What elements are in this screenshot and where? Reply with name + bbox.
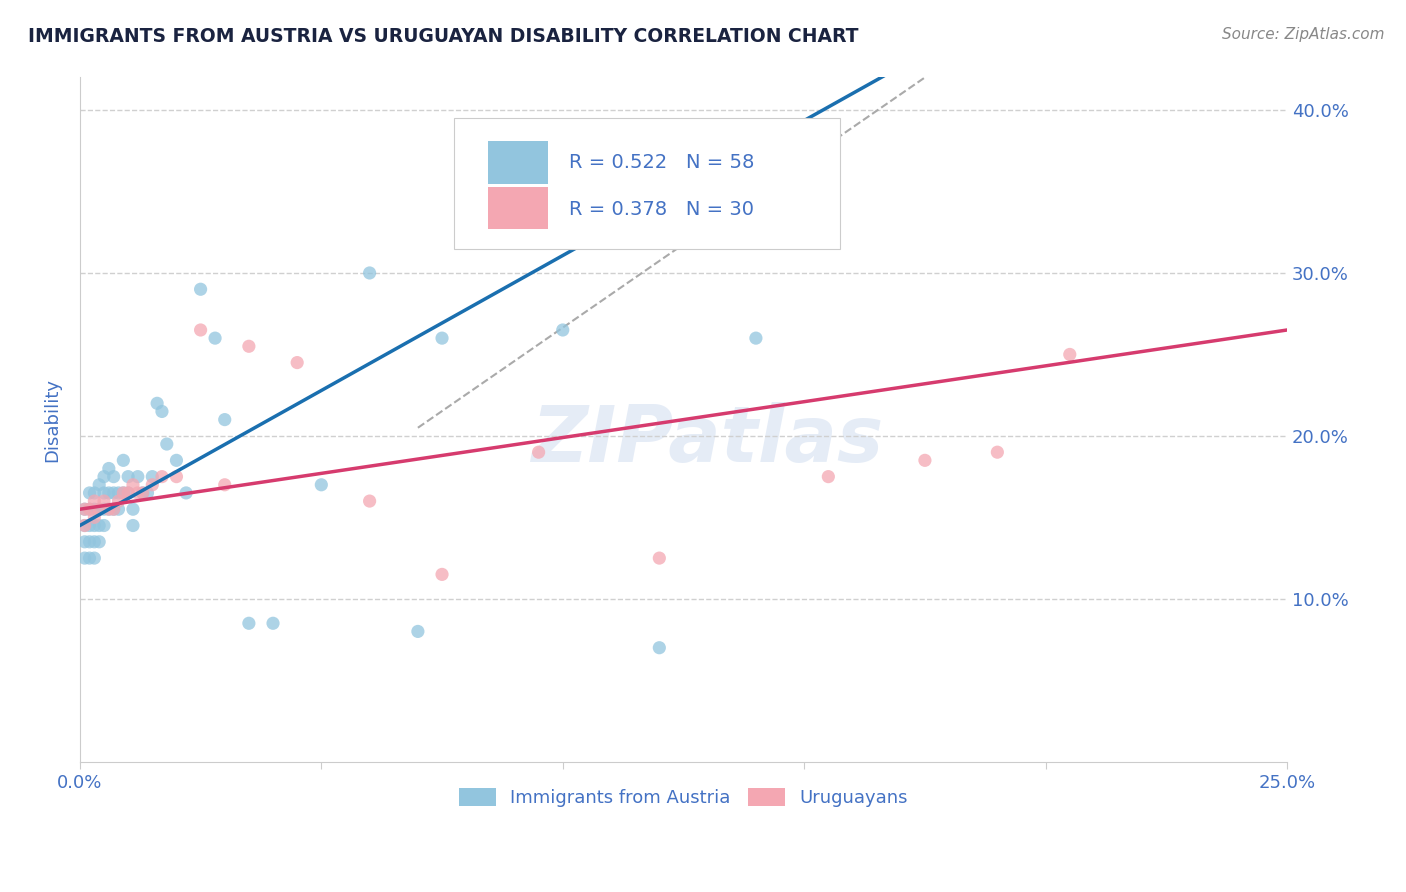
Point: [73, 551, 96, 566]
Point: [93, 469, 115, 483]
Point: [127, 469, 149, 483]
Legend: Immigrants from Austria, Uruguayans: Immigrants from Austria, Uruguayans: [453, 780, 915, 814]
Point: [79, 551, 101, 566]
Point: [79, 518, 101, 533]
Point: [122, 477, 145, 491]
Point: [89, 502, 111, 516]
Point: [190, 282, 212, 296]
Point: [89, 477, 111, 491]
Point: [117, 469, 139, 483]
Point: [107, 486, 129, 500]
Point: [214, 412, 236, 426]
Point: [150, 469, 173, 483]
Point: [89, 534, 111, 549]
Point: [117, 486, 139, 500]
Point: [73, 534, 96, 549]
Bar: [488, 187, 548, 229]
Point: [117, 486, 139, 500]
Point: [406, 624, 429, 639]
Point: [359, 494, 381, 508]
Point: [83, 534, 105, 549]
Point: [97, 502, 120, 516]
Point: [122, 502, 145, 516]
Point: [83, 518, 105, 533]
Point: [311, 477, 333, 491]
Point: [136, 486, 159, 500]
Point: [83, 486, 105, 500]
FancyBboxPatch shape: [454, 119, 841, 249]
Point: [174, 486, 197, 500]
Point: [73, 502, 96, 516]
Point: [103, 486, 125, 500]
Point: [141, 469, 163, 483]
Point: [79, 502, 101, 516]
Y-axis label: Disability: Disability: [44, 377, 60, 461]
Point: [97, 461, 120, 475]
Point: [285, 355, 308, 369]
Point: [93, 518, 115, 533]
Point: [165, 453, 187, 467]
Point: [73, 518, 96, 533]
Point: [79, 486, 101, 500]
Point: [83, 510, 105, 524]
Point: [817, 469, 839, 483]
Point: [131, 486, 153, 500]
Point: [79, 534, 101, 549]
Point: [89, 502, 111, 516]
Point: [93, 494, 115, 508]
Point: [127, 486, 149, 500]
Point: [503, 152, 526, 166]
Point: [359, 266, 381, 280]
Point: [103, 502, 125, 516]
Point: [79, 502, 101, 516]
Bar: [488, 141, 548, 184]
Point: [214, 477, 236, 491]
Point: [112, 453, 135, 467]
Point: [551, 323, 574, 337]
Point: [146, 396, 169, 410]
Point: [103, 469, 125, 483]
Point: [73, 502, 96, 516]
Point: [73, 518, 96, 533]
Point: [97, 486, 120, 500]
Point: [986, 445, 1008, 459]
Point: [107, 494, 129, 508]
Point: [156, 437, 179, 451]
Point: [150, 404, 173, 418]
Point: [745, 331, 768, 345]
Point: [93, 486, 115, 500]
Point: [262, 616, 284, 631]
Point: [527, 445, 550, 459]
Point: [112, 486, 135, 500]
Point: [83, 502, 105, 516]
Text: R = 0.522   N = 58: R = 0.522 N = 58: [569, 153, 754, 172]
Point: [430, 567, 453, 582]
Point: [83, 494, 105, 508]
Text: Source: ZipAtlas.com: Source: ZipAtlas.com: [1222, 27, 1385, 42]
Text: ZIPatlas: ZIPatlas: [531, 402, 884, 478]
Point: [112, 486, 135, 500]
Text: R = 0.378   N = 30: R = 0.378 N = 30: [569, 200, 754, 219]
Point: [97, 502, 120, 516]
Point: [648, 551, 671, 566]
Point: [93, 502, 115, 516]
Point: [648, 640, 671, 655]
Point: [238, 616, 260, 631]
Point: [131, 486, 153, 500]
Point: [204, 331, 226, 345]
Point: [107, 502, 129, 516]
Point: [430, 331, 453, 345]
Point: [103, 502, 125, 516]
Point: [190, 323, 212, 337]
Point: [89, 518, 111, 533]
Point: [165, 469, 187, 483]
Point: [238, 339, 260, 353]
Point: [141, 477, 163, 491]
Point: [83, 551, 105, 566]
Point: [1059, 347, 1081, 361]
Point: [914, 453, 936, 467]
Point: [122, 518, 145, 533]
Text: IMMIGRANTS FROM AUSTRIA VS URUGUAYAN DISABILITY CORRELATION CHART: IMMIGRANTS FROM AUSTRIA VS URUGUAYAN DIS…: [28, 27, 859, 45]
